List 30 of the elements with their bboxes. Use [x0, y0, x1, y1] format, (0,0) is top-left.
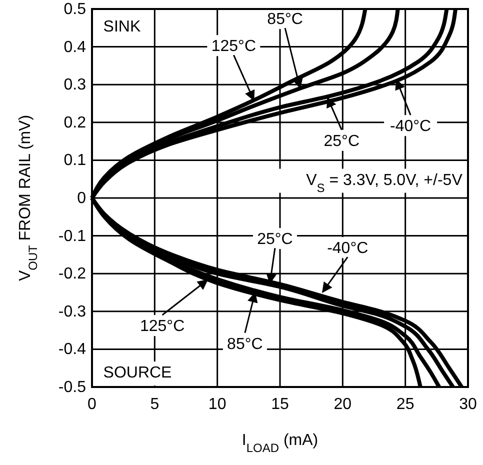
annotation: 125°C — [211, 38, 256, 56]
x-tick-label: 10 — [208, 396, 226, 413]
y-tick-label: -0.2 — [58, 266, 86, 283]
annotation: 25°C — [324, 132, 360, 150]
y-tick-label: -0.1 — [58, 228, 86, 245]
x-tick-label: 0 — [88, 396, 97, 413]
annotation: -40°C — [327, 240, 368, 258]
annotation: 85°C — [227, 336, 263, 353]
annotation: -40°C — [390, 118, 432, 136]
y-tick-label: -0.5 — [58, 379, 86, 396]
x-tick-label: 20 — [334, 396, 352, 413]
annotation: V$_{S}$ = 3.3V, 5.0V, +/-5V — [306, 172, 463, 195]
y-tick-label: 0.3 — [64, 76, 86, 94]
y-tick-label: 0.4 — [64, 38, 86, 56]
y-tick-label: 0 — [77, 190, 86, 207]
x-tick-label: 25 — [396, 396, 414, 413]
y-tick-label: 0.1 — [64, 152, 86, 170]
y-tick-label: 0.5 — [64, 1, 86, 18]
y-tick-label: -0.3 — [58, 303, 86, 320]
annotation: SOURCE — [103, 364, 172, 382]
annotation: 125°C — [140, 318, 185, 336]
x-tick-label: 5 — [150, 396, 160, 413]
annotation: 85°C — [267, 11, 303, 28]
x-axis-title: I$_{LOAD}$ (mA) — [242, 432, 318, 455]
annotation: SINK — [103, 18, 141, 36]
y-tick-label: 0.2 — [64, 114, 86, 132]
annotation: 25°C — [257, 231, 293, 248]
y-tick-label: -0.4 — [58, 341, 86, 358]
x-tick-label: 15 — [271, 396, 289, 413]
x-tick-label: 30 — [459, 396, 477, 413]
